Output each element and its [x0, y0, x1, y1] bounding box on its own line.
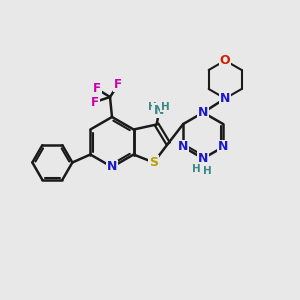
Text: S: S: [149, 156, 158, 169]
Text: O: O: [220, 54, 230, 67]
Text: F: F: [114, 79, 122, 92]
Text: H: H: [161, 101, 170, 112]
Text: N: N: [198, 152, 208, 165]
Text: N: N: [220, 92, 230, 105]
Text: N: N: [107, 160, 117, 173]
Text: N: N: [154, 104, 164, 117]
Text: H: H: [203, 167, 212, 176]
Text: F: F: [93, 82, 101, 95]
Text: H: H: [192, 164, 200, 173]
Text: H: H: [148, 101, 157, 112]
Text: N: N: [218, 140, 228, 154]
Text: N: N: [198, 106, 208, 119]
Text: F: F: [91, 95, 99, 109]
Text: N: N: [178, 140, 188, 154]
